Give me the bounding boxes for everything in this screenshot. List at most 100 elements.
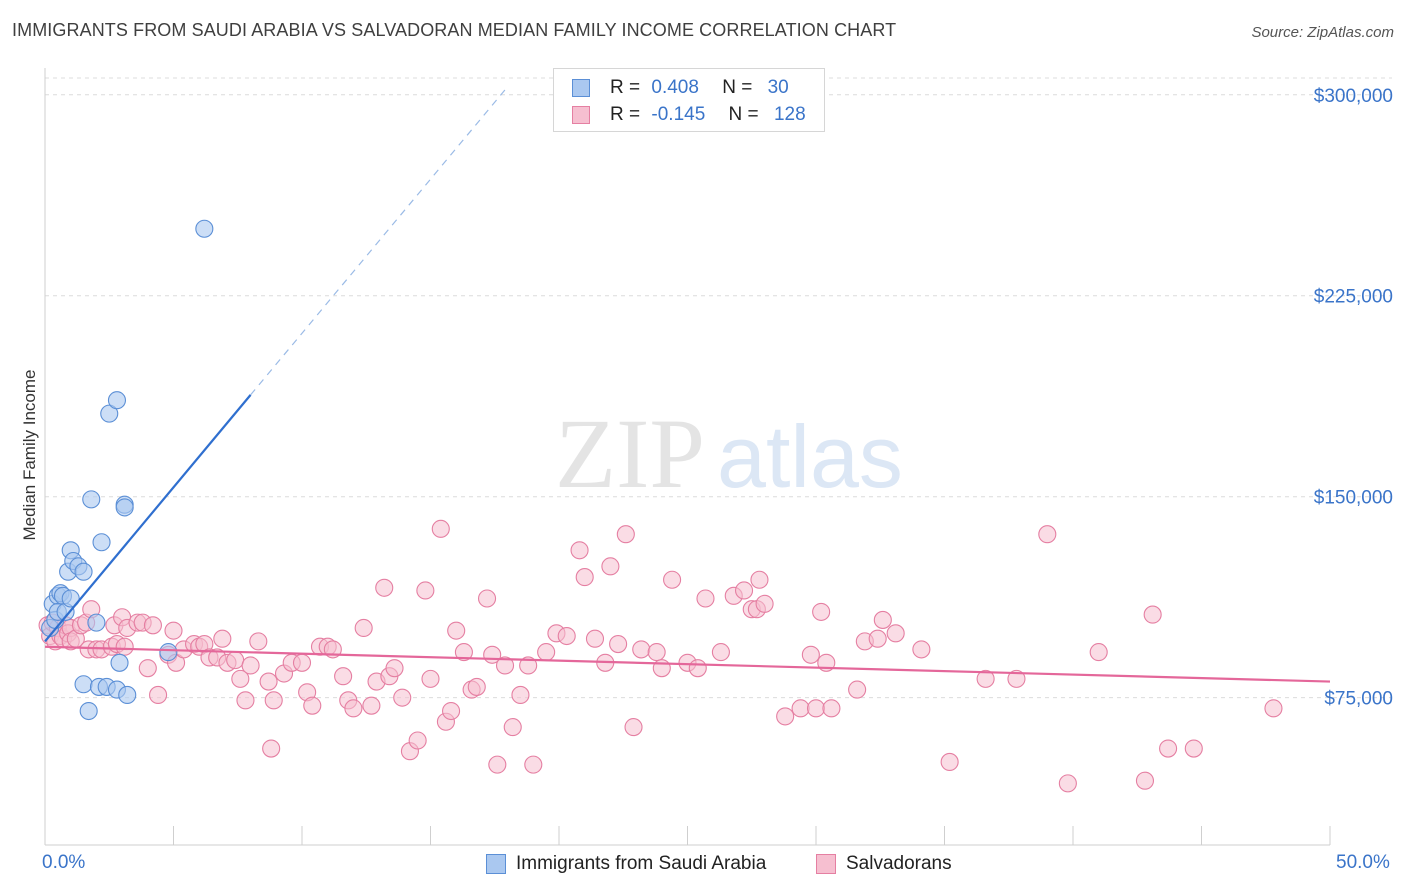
- salvadoran-point: [454, 643, 473, 662]
- salvadoran-point: [868, 629, 887, 648]
- saudi-arabia-point: [82, 490, 101, 509]
- salvadoran-point: [750, 570, 769, 589]
- salvadoran-point: [467, 677, 486, 696]
- salvadoran-point: [362, 696, 381, 715]
- chart-title: IMMIGRANTS FROM SAUDI ARABIA VS SALVADOR…: [12, 20, 897, 40]
- salvadoran-point: [801, 645, 820, 664]
- watermark-atlas: atlas: [717, 407, 903, 506]
- salvadoran-point: [213, 629, 232, 648]
- gridlines: [45, 77, 1392, 699]
- salvadoran-point: [264, 691, 283, 710]
- axes: [44, 68, 1331, 846]
- salvadoran-point: [1007, 669, 1026, 688]
- stats-r-label: R =: [610, 77, 641, 98]
- stats-box: R = 0.408 N = 30 R = -0.145 N = 128: [553, 68, 825, 132]
- salvadoran-point: [385, 659, 404, 678]
- salvadoran-point: [1264, 699, 1283, 718]
- x-min-label: 0.0%: [42, 852, 86, 873]
- salvadoran-point: [976, 669, 995, 688]
- salvadoran-point: [632, 640, 651, 659]
- salvadoran-point: [886, 624, 905, 643]
- salvadoran-point: [231, 669, 250, 688]
- salvadoran-point: [616, 525, 635, 544]
- salvadoran-point: [1184, 739, 1203, 758]
- salvadoran-point: [663, 570, 682, 589]
- saudi-arabia-point: [118, 685, 137, 705]
- salvadoran-point: [557, 626, 576, 646]
- salvadoran-point: [791, 699, 810, 718]
- salvadoran-point: [408, 731, 427, 750]
- y-tick-label: $150,000: [1314, 488, 1393, 509]
- legend-label: Salvadorans: [846, 853, 952, 874]
- saudi-arabia-point: [92, 533, 111, 552]
- salvadoran-point: [812, 602, 831, 621]
- salvadoran-point: [292, 653, 312, 672]
- saudi-arabia-trend-line: [44, 394, 252, 643]
- salvadoran-point: [806, 699, 826, 718]
- legend-swatch-blue: [486, 854, 506, 874]
- source-credit: Source: ZipAtlas.com: [1251, 24, 1394, 41]
- stats-swatch-blue: [572, 79, 590, 97]
- salvadoran-point: [537, 643, 556, 662]
- salvadoran-point: [1143, 605, 1162, 624]
- salvadoran-point: [375, 578, 394, 597]
- watermark-zip: ZIP: [555, 398, 705, 509]
- saudi-arabia-point: [74, 675, 93, 694]
- salvadoran-point: [940, 752, 959, 771]
- salvadoran-point: [609, 635, 628, 654]
- salvadoran-point: [1089, 643, 1108, 662]
- salvadoran-point: [519, 656, 538, 675]
- salvadoran-point: [570, 541, 589, 560]
- stats-r-value: -0.145: [651, 104, 706, 125]
- salvadoran-point: [442, 701, 461, 721]
- salvadoran-point: [647, 643, 666, 662]
- salvadoran-point: [447, 621, 466, 640]
- salvadoran-point: [711, 643, 730, 662]
- salvadoran-point: [575, 568, 594, 587]
- legend-label: Immigrants from Saudi Arabia: [516, 853, 767, 874]
- legend-swatch-pink: [816, 854, 836, 874]
- saudi-arabia-point: [159, 643, 178, 662]
- salvadoran-point: [431, 519, 450, 538]
- salvadoran-point: [164, 621, 183, 640]
- salvadoran-point: [585, 629, 605, 648]
- saudi-arabia-point: [100, 404, 119, 423]
- salvadoran-point: [138, 659, 157, 678]
- stats-r-label: R =: [610, 104, 641, 125]
- salvadoran-point: [755, 594, 774, 613]
- saudi-arabia-point: [74, 562, 93, 581]
- x-max-label: 50.0%: [1336, 852, 1390, 873]
- salvadoran-point: [393, 688, 412, 707]
- salvadoran-point: [236, 691, 255, 710]
- salvadoran-point: [259, 672, 278, 691]
- salvadoran-point: [624, 718, 643, 737]
- salvadorans-points: [38, 519, 1283, 793]
- salvadoran-point: [1058, 774, 1077, 793]
- salvadoran-point: [416, 581, 435, 600]
- salvadoran-point: [262, 739, 281, 758]
- salvadoran-point: [249, 632, 268, 651]
- saudi-arabia-point: [79, 701, 98, 721]
- salvadoran-point: [143, 616, 162, 635]
- salvadoran-point: [115, 637, 134, 656]
- salvadoran-point: [334, 667, 353, 686]
- stats-n-label: N =: [728, 104, 759, 125]
- trend-lines: [44, 86, 1331, 683]
- stats-swatch-pink: [572, 106, 590, 124]
- salvadoran-point: [226, 651, 245, 670]
- saudi-arabia-point: [110, 653, 129, 672]
- saudi-arabia-trend-extension: [250, 86, 509, 396]
- salvadoran-point: [822, 699, 841, 718]
- salvadoran-point: [734, 581, 754, 600]
- salvadoran-point: [149, 685, 168, 705]
- salvadoran-point: [873, 610, 892, 629]
- y-axis-title: Median Family Income: [20, 369, 39, 541]
- saudi-arabia-point: [87, 613, 106, 632]
- salvadoran-point: [912, 640, 931, 659]
- salvadoran-point: [477, 589, 497, 608]
- legend: Immigrants from Saudi Arabia Salvadorans: [0, 850, 1406, 880]
- salvadoran-point: [688, 659, 707, 678]
- y-tick-label: $75,000: [1324, 689, 1393, 710]
- saudi-arabia-point: [61, 589, 80, 608]
